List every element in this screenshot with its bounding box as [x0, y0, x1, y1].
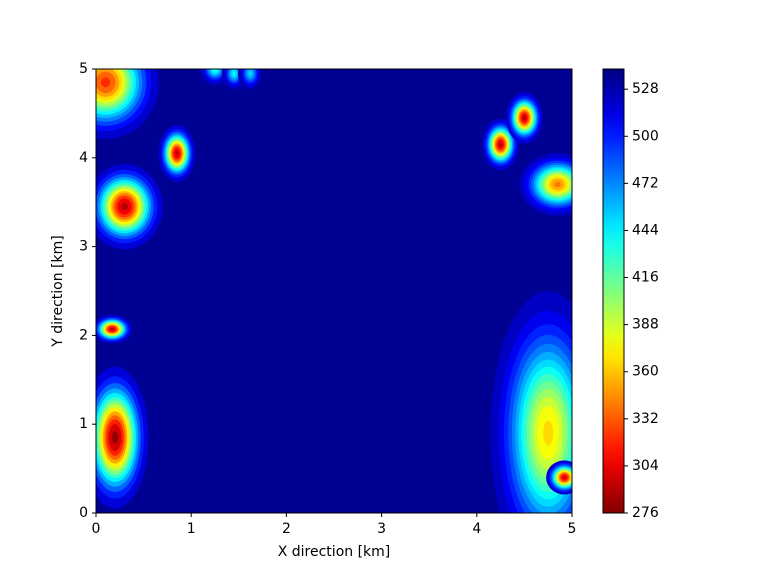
colorbar-tick-label: 528 — [632, 81, 659, 97]
contour-level — [175, 150, 179, 156]
y-axis-label: Y direction [km] — [50, 235, 66, 347]
y-tick-label: 5 — [79, 61, 88, 77]
colorbar-tick-label: 472 — [632, 175, 659, 191]
contour-level — [232, 71, 236, 75]
x-tick-label: 1 — [187, 521, 196, 537]
contour-level — [543, 420, 554, 446]
x-tick-label: 2 — [282, 521, 291, 537]
colorbar-tick-label: 416 — [632, 270, 659, 286]
contour-level — [110, 327, 114, 331]
x-tick-label: 5 — [568, 521, 577, 537]
contour-level — [499, 142, 503, 147]
colorbar-tick-label: 276 — [632, 505, 659, 521]
contour-level — [554, 181, 562, 188]
axes-frame — [95, 68, 573, 514]
colorbar-tick-label: 304 — [632, 458, 659, 474]
contour-level — [522, 115, 526, 121]
y-tick-label: 3 — [79, 239, 88, 255]
colorbar-tick-label: 360 — [632, 364, 659, 380]
colorbar-tick-label: 332 — [632, 411, 659, 427]
y-tick-label: 1 — [79, 416, 88, 432]
contour-level — [562, 476, 566, 479]
contour-level — [112, 431, 118, 444]
plot-area — [96, 69, 572, 513]
colorbar-tick-label: 500 — [632, 128, 659, 144]
x-tick-label: 3 — [377, 521, 386, 537]
contour-level — [249, 71, 252, 75]
contour-level — [100, 77, 111, 88]
colorbar-tick-label: 444 — [632, 222, 659, 238]
x-axis-label: X direction [km] — [278, 544, 391, 560]
x-tick-label: 0 — [92, 521, 101, 537]
y-tick-label: 4 — [79, 150, 88, 166]
contour-level — [121, 202, 128, 211]
contour-level — [212, 69, 218, 73]
y-tick-label: 0 — [79, 505, 88, 521]
x-tick-label: 4 — [472, 521, 481, 537]
y-tick-label: 2 — [79, 327, 88, 343]
colorbar-tick-label: 388 — [632, 317, 659, 333]
colorbar — [602, 68, 625, 514]
